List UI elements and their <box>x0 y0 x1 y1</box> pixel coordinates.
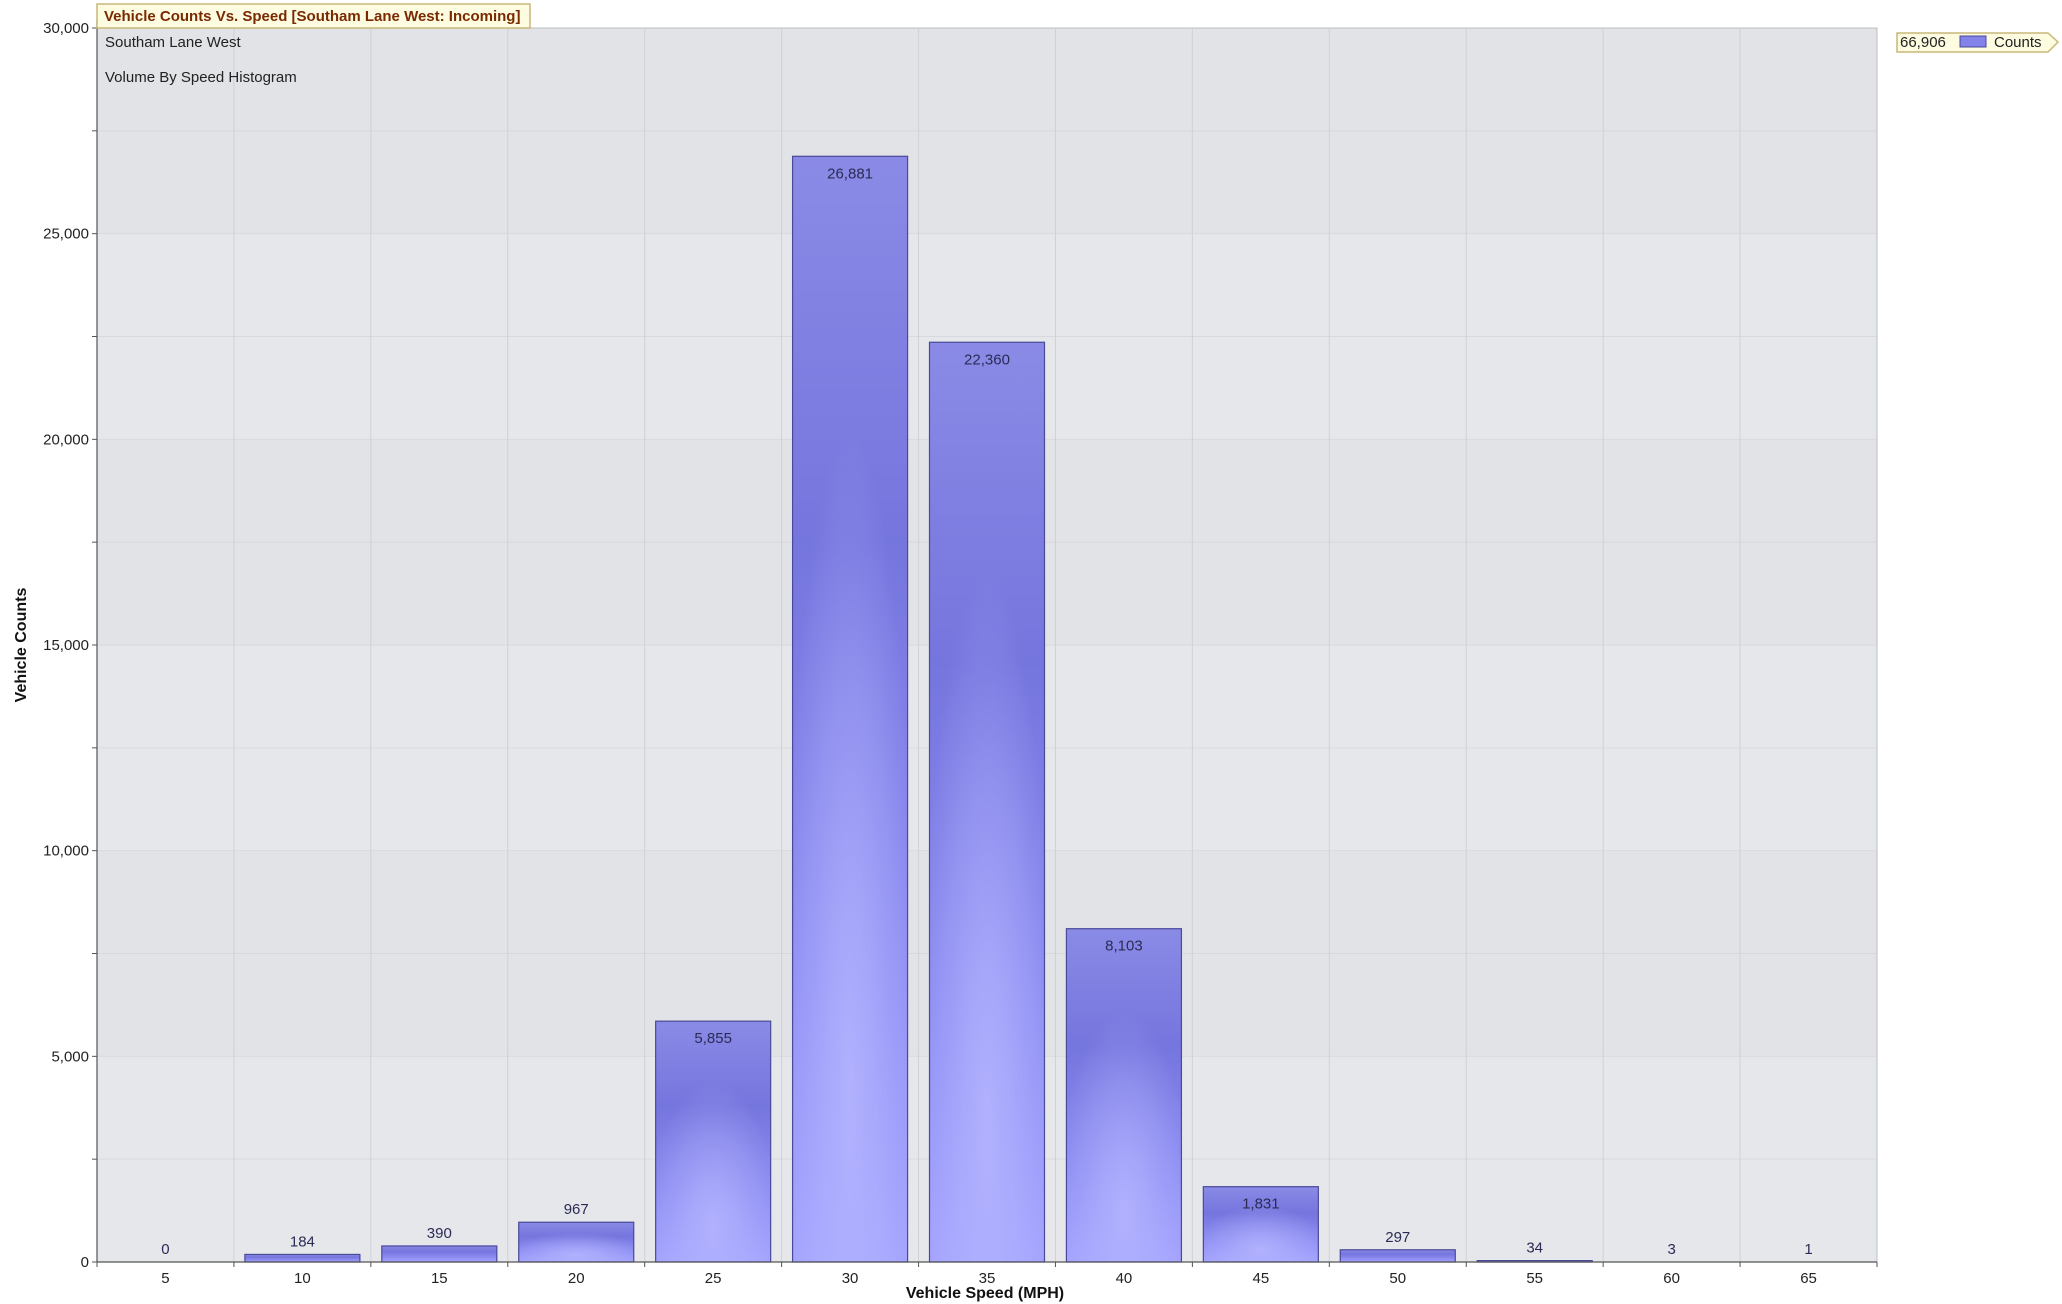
data-label-20mph: 967 <box>564 1201 589 1218</box>
x-tick-label: 10 <box>294 1270 311 1287</box>
y-tick-label: 30,000 <box>43 20 89 37</box>
y-axis-title: Vehicle Counts <box>13 588 30 703</box>
x-tick-label: 25 <box>705 1270 722 1287</box>
x-tick-label: 50 <box>1389 1270 1406 1287</box>
bar-glow <box>1204 1187 1318 1261</box>
subtitle-line-2: Volume By Speed Histogram <box>105 69 297 86</box>
data-label-55mph: 34 <box>1526 1240 1543 1257</box>
plot-band <box>97 130 1877 234</box>
x-tick-label: 20 <box>568 1270 585 1287</box>
x-tick-label: 35 <box>979 1270 996 1287</box>
bar-glow <box>793 157 907 1261</box>
chart-title-box: Vehicle Counts Vs. Speed [Southam Lane W… <box>96 3 531 29</box>
y-tick-label: 20,000 <box>43 431 89 448</box>
x-tick-label: 15 <box>431 1270 448 1287</box>
x-axis-title: Vehicle Speed (MPH) <box>906 1285 1064 1302</box>
bar-glow <box>519 1223 633 1261</box>
data-label-60mph: 3 <box>1667 1241 1675 1258</box>
bar-glow <box>656 1022 770 1261</box>
data-label-10mph: 184 <box>290 1233 315 1250</box>
subtitle-line-1: Southam Lane West <box>105 34 241 51</box>
y-tick-label: 10,000 <box>43 843 89 860</box>
data-label-50mph: 297 <box>1385 1229 1410 1246</box>
y-tick-label: 25,000 <box>43 226 89 243</box>
x-tick-label: 30 <box>842 1270 859 1287</box>
x-tick-label: 60 <box>1663 1270 1680 1287</box>
plot-band <box>97 28 1877 131</box>
bar-glow <box>1067 929 1181 1261</box>
x-tick-label: 40 <box>1116 1270 1133 1287</box>
data-label-40mph: 8,103 <box>1105 938 1143 955</box>
bar-15mph <box>381 1245 498 1263</box>
x-tick-label: 55 <box>1526 1270 1543 1287</box>
gridlines <box>97 28 1877 1262</box>
data-label-65mph: 1 <box>1804 1241 1812 1258</box>
data-labels: 0 184 390 967 5,855 26,881 22,360 8,103 1,831 297… <box>161 165 1812 1258</box>
bar-series <box>244 155 1593 1263</box>
data-label-45mph: 1,831 <box>1242 1196 1280 1213</box>
bar-10mph <box>244 1253 361 1263</box>
y-tick-label: 15,000 <box>43 637 89 654</box>
data-label-5mph: 0 <box>161 1241 169 1258</box>
data-label-15mph: 390 <box>427 1225 452 1242</box>
y-tick-label: 0 <box>81 1254 89 1271</box>
legend: 66,906 Counts <box>1896 32 2060 53</box>
bar-glow <box>930 343 1044 1261</box>
bar-50mph <box>1339 1249 1456 1263</box>
x-tick-label: 5 <box>161 1270 169 1287</box>
plot-band <box>97 233 1877 337</box>
data-label-25mph: 5,855 <box>694 1030 732 1047</box>
chart-title: Vehicle Counts Vs. Speed [Southam Lane W… <box>104 8 520 25</box>
y-tick-label: 5,000 <box>51 1048 89 1065</box>
x-tick-label: 65 <box>1800 1270 1817 1287</box>
legend-total: 66,906 <box>1900 34 1946 51</box>
data-label-35mph: 22,360 <box>964 351 1010 368</box>
data-label-30mph: 26,881 <box>827 165 873 182</box>
x-tick-label: 45 <box>1253 1270 1270 1287</box>
legend-series-name: Counts <box>1994 34 2042 51</box>
legend-swatch <box>1959 35 1987 48</box>
